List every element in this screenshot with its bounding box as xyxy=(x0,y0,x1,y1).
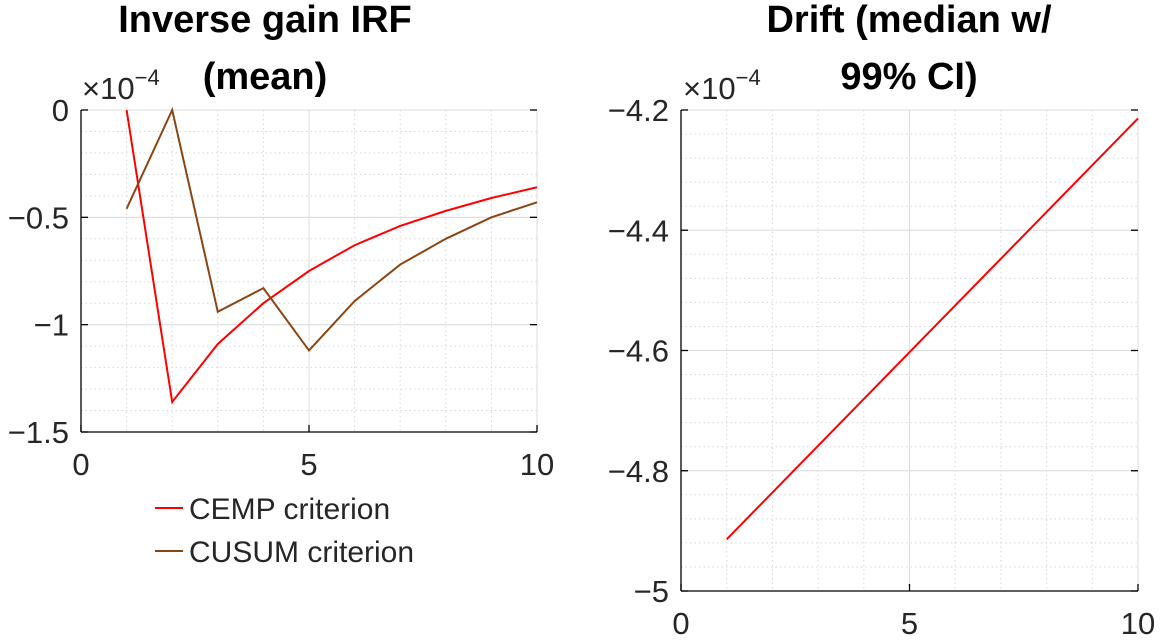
y-tick-label: −4.8 xyxy=(608,454,669,489)
x-tick-label: 5 xyxy=(901,606,918,640)
chart-title-line-2: 99% CI) xyxy=(840,56,977,98)
y-tick-label: 0 xyxy=(52,93,69,128)
y-tick-label: −1.5 xyxy=(8,415,69,450)
x-tick-label: 10 xyxy=(1121,606,1155,640)
y-tick-label: −4.6 xyxy=(608,334,669,369)
series-line-1 xyxy=(725,117,1139,540)
chart-title-line-1: Inverse gain IRF xyxy=(118,0,412,41)
x-tick-label: 5 xyxy=(300,447,317,482)
y-axis-exponent: ×10−4 xyxy=(82,65,160,106)
y-tick-label: −0.5 xyxy=(8,200,69,235)
y-tick-label: −4.2 xyxy=(608,93,669,128)
y-axis-exponent: ×10−4 xyxy=(683,65,761,106)
series-line-2 xyxy=(125,106,538,353)
x-tick-label: 0 xyxy=(72,447,89,482)
chart-title-line-2: (mean) xyxy=(203,56,328,98)
legend-label-2: CUSUM criterion xyxy=(189,536,414,569)
y-tick-label: −1 xyxy=(34,308,69,343)
x-tick-label: 10 xyxy=(520,447,554,482)
series-line-1 xyxy=(125,109,538,405)
y-tick-label: −5 xyxy=(634,574,669,609)
chart-title-line-1: Drift (median w/ xyxy=(766,0,1051,41)
x-tick-label: 0 xyxy=(672,606,689,640)
y-tick-label: −4.4 xyxy=(608,213,669,248)
legend-label-1: CEMP criterion xyxy=(189,493,390,526)
